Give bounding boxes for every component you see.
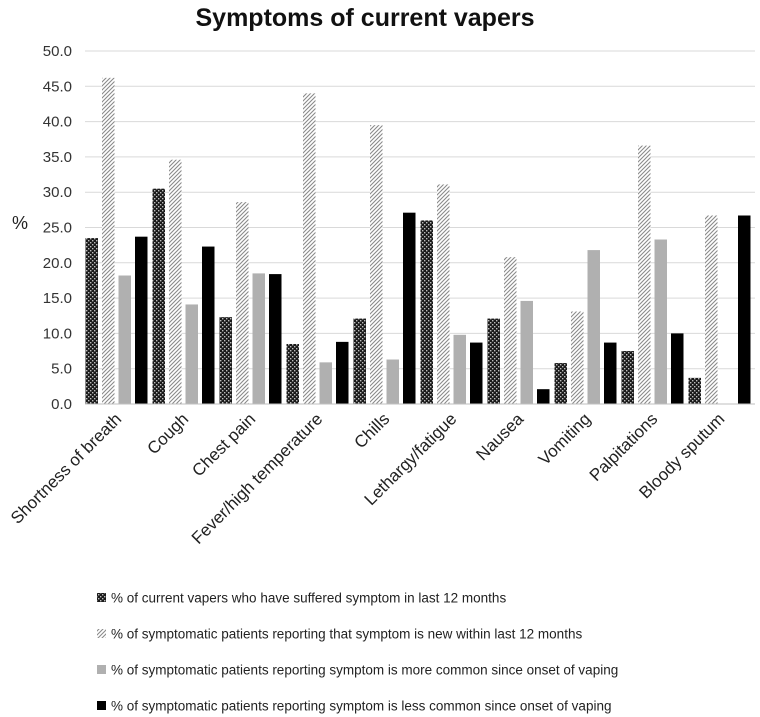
y-tick-label: 15.0 <box>43 290 72 307</box>
x-category-label: Fever/high temperature <box>188 409 326 547</box>
x-category-label: Vomiting <box>535 409 595 469</box>
legend-swatch <box>97 701 106 710</box>
bar-1 <box>353 318 366 404</box>
bar-3 <box>118 275 131 404</box>
y-tick-label: 50.0 <box>43 43 72 60</box>
bar-4 <box>269 274 282 404</box>
bar-3 <box>386 359 399 404</box>
bar-4 <box>738 215 751 404</box>
bar-3 <box>252 273 265 404</box>
legend: % of current vapers who have suffered sy… <box>97 591 618 714</box>
bar-4 <box>403 212 416 404</box>
bar-1 <box>152 188 165 404</box>
x-category-label: Nausea <box>472 409 527 464</box>
y-tick-label: 45.0 <box>43 78 72 95</box>
bar-2 <box>102 77 115 404</box>
x-category-label: Chills <box>351 409 394 452</box>
bar-3 <box>520 300 533 404</box>
bar-2 <box>638 145 651 404</box>
bar-3 <box>453 334 466 404</box>
bar-1 <box>487 318 500 404</box>
bar-1 <box>554 363 567 404</box>
bar-1 <box>688 377 701 404</box>
legend-swatch <box>97 629 106 638</box>
y-tick-label: 10.0 <box>43 325 72 342</box>
bar-1 <box>420 220 433 404</box>
bar-1 <box>219 317 232 404</box>
bar-2 <box>370 125 383 404</box>
bar-2 <box>169 159 182 404</box>
chart-title: Symptoms of current vapers <box>196 4 535 32</box>
bar-2 <box>504 257 517 404</box>
y-tick-label: 20.0 <box>43 255 72 272</box>
bar-3 <box>654 239 667 404</box>
bar-4 <box>135 236 148 404</box>
bar-3 <box>319 362 332 404</box>
y-tick-label: 30.0 <box>43 184 72 201</box>
legend-swatch <box>97 665 106 674</box>
legend-label: % of symptomatic patients reporting symp… <box>111 699 611 714</box>
y-tick-label: 25.0 <box>43 220 72 237</box>
bar-1 <box>621 351 634 404</box>
bar-2 <box>571 311 584 404</box>
legend-label: % of current vapers who have suffered sy… <box>111 591 506 606</box>
bar-2 <box>705 215 718 404</box>
legend-label: % of symptomatic patients reporting symp… <box>111 663 618 678</box>
x-category-label: Chest pain <box>188 409 259 480</box>
bar-2 <box>303 93 316 405</box>
bar-3 <box>587 250 600 404</box>
y-axis-ticks: 0.0 5.0 10.0 15.0 20.0 25.0 30.0 35.0 40.0 45.0 50… <box>43 43 72 413</box>
x-category-label: Cough <box>143 409 192 458</box>
bar-4 <box>202 246 215 404</box>
y-tick-label: 5.0 <box>51 361 72 378</box>
bar-4 <box>470 342 483 404</box>
bar-4 <box>604 342 617 404</box>
legend-swatch <box>97 593 106 602</box>
bar-4 <box>537 389 550 404</box>
bars <box>85 77 751 405</box>
y-tick-label: 35.0 <box>43 149 72 166</box>
bar-1 <box>286 343 299 404</box>
y-tick-label: 40.0 <box>43 114 72 131</box>
bar-1 <box>85 238 98 404</box>
bar-2 <box>236 202 249 404</box>
bar-4 <box>671 333 684 404</box>
bar-3 <box>185 304 198 404</box>
bar-2 <box>437 184 450 404</box>
legend-label: % of symptomatic patients reporting that… <box>111 627 582 642</box>
y-tick-label: 0.0 <box>51 396 72 413</box>
bar-4 <box>336 341 349 404</box>
x-category-label: Shortness of breath <box>7 409 125 527</box>
y-axis-label: % <box>12 213 28 233</box>
